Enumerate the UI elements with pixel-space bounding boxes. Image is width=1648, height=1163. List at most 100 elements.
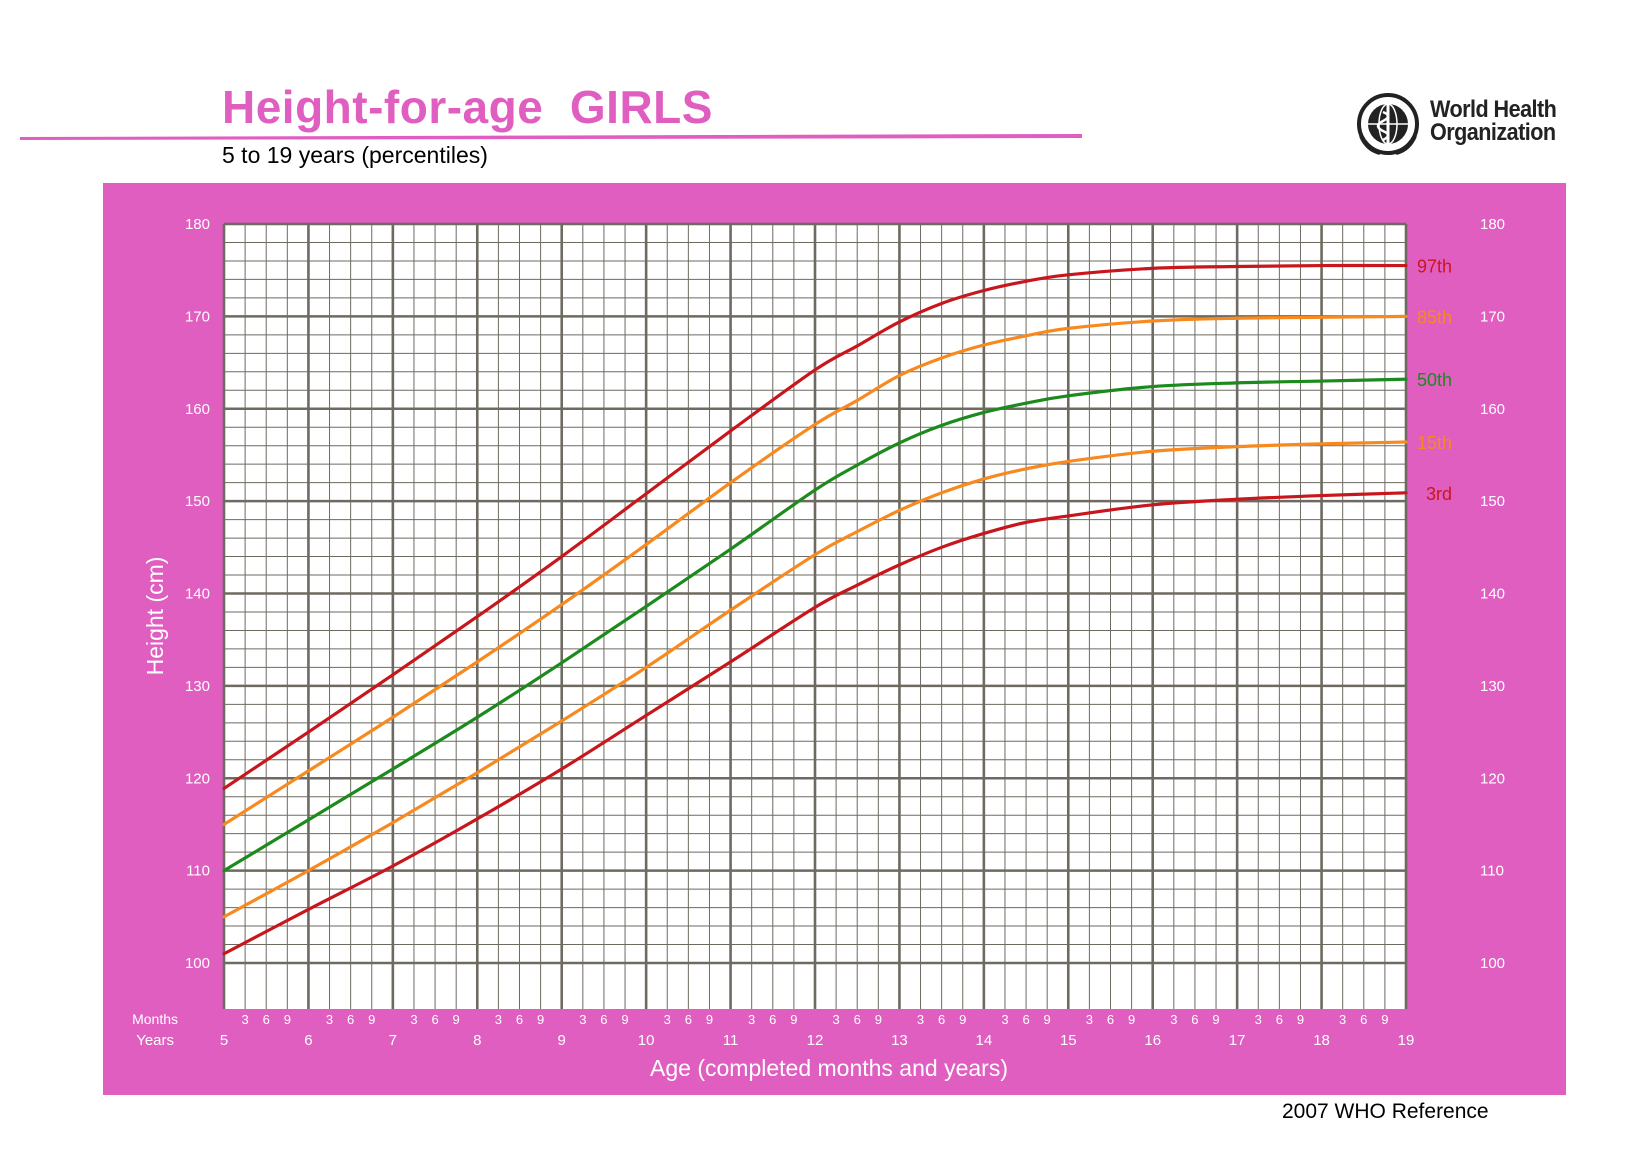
y-tick-label-right: 170 <box>1480 308 1505 325</box>
y-tick-label-left: 150 <box>185 493 210 510</box>
series-line-97th <box>222 263 1408 791</box>
x-tick-label: 19 <box>1398 1032 1415 1049</box>
series-line-85th <box>222 314 1408 827</box>
series-label: 85th <box>1417 307 1452 327</box>
series-label: 50th <box>1417 370 1452 390</box>
month-tick-label: 9 <box>1128 1012 1135 1027</box>
month-tick-label: 9 <box>368 1012 375 1027</box>
who-emblem-icon <box>1357 93 1419 155</box>
month-tick-label: 6 <box>1360 1012 1367 1027</box>
month-tick-label: 6 <box>1107 1012 1114 1027</box>
y-tick-label-right: 120 <box>1480 770 1505 787</box>
series-label: 3rd <box>1426 484 1452 504</box>
x-tick-label: 18 <box>1313 1032 1330 1049</box>
month-tick-label: 3 <box>1086 1012 1093 1027</box>
y-tick-label-left: 160 <box>185 401 210 418</box>
month-tick-label: 6 <box>516 1012 523 1027</box>
y-tick-label-left: 170 <box>185 308 210 325</box>
series-line-50th <box>222 377 1408 873</box>
organization-name: World Health Organization <box>1430 96 1557 146</box>
month-tick-label: 6 <box>685 1012 692 1027</box>
month-tick-label: 3 <box>579 1012 586 1027</box>
org-name-line1: World Health <box>1430 96 1557 123</box>
x-tick-label: 12 <box>807 1032 824 1049</box>
series-label: 15th <box>1417 433 1452 453</box>
month-tick-label: 3 <box>241 1012 248 1027</box>
month-tick-label: 3 <box>326 1012 333 1027</box>
month-tick-label: 9 <box>875 1012 882 1027</box>
month-tick-label: 9 <box>621 1012 628 1027</box>
y-tick-label-right: 140 <box>1480 586 1505 603</box>
x-tick-label: 17 <box>1229 1032 1246 1049</box>
y-tick-label-left: 180 <box>185 216 210 233</box>
x-tick-label: 16 <box>1144 1032 1161 1049</box>
series-line-3rd <box>222 491 1408 956</box>
x-tick-label: 15 <box>1060 1032 1077 1049</box>
page-title: Height-for-age GIRLS <box>222 81 713 133</box>
month-tick-label: 9 <box>537 1012 544 1027</box>
series-label: 97th <box>1417 257 1452 277</box>
x-tick-label: 10 <box>638 1032 655 1049</box>
month-tick-label: 3 <box>1001 1012 1008 1027</box>
month-tick-label: 3 <box>495 1012 502 1027</box>
month-tick-label: 3 <box>1255 1012 1262 1027</box>
y-tick-label-right: 130 <box>1480 678 1505 695</box>
month-tick-label: 6 <box>431 1012 438 1027</box>
axis-labels: 100 100 110 110 120 120 130 130 140 140 150 150 160 1… <box>132 216 1505 1049</box>
month-tick-label: 3 <box>410 1012 417 1027</box>
month-tick-label: 9 <box>790 1012 797 1027</box>
month-tick-label: 9 <box>453 1012 460 1027</box>
page-subtitle: 5 to 19 years (percentiles) <box>222 142 488 168</box>
month-tick-label: 9 <box>706 1012 713 1027</box>
x-axis-title: Age (completed months and years) <box>650 1055 1008 1081</box>
month-tick-label: 9 <box>1381 1012 1388 1027</box>
x-tick-label: 11 <box>723 1032 739 1049</box>
months-row-label: Months <box>132 1011 178 1027</box>
month-tick-label: 6 <box>854 1012 861 1027</box>
y-tick-label-left: 110 <box>186 863 210 880</box>
y-tick-label-right: 110 <box>1480 863 1504 880</box>
y-tick-label-left: 130 <box>185 678 210 695</box>
y-tick-label-right: 180 <box>1480 216 1505 233</box>
month-tick-label: 3 <box>917 1012 924 1027</box>
month-tick-label: 6 <box>1276 1012 1283 1027</box>
month-tick-label: 6 <box>938 1012 945 1027</box>
x-tick-label: 7 <box>389 1032 397 1049</box>
month-tick-label: 9 <box>1044 1012 1051 1027</box>
month-tick-label: 3 <box>664 1012 671 1027</box>
org-name-line2: Organization <box>1430 119 1556 146</box>
month-tick-label: 3 <box>832 1012 839 1027</box>
month-tick-label: 6 <box>769 1012 776 1027</box>
month-tick-label: 3 <box>1339 1012 1346 1027</box>
month-tick-label: 9 <box>1297 1012 1304 1027</box>
month-tick-label: 3 <box>748 1012 755 1027</box>
y-tick-label-right: 160 <box>1480 401 1505 418</box>
y-tick-label-left: 140 <box>185 586 210 603</box>
years-row-label: Years <box>136 1032 174 1049</box>
x-tick-label: 13 <box>891 1032 908 1049</box>
y-tick-label-right: 150 <box>1480 493 1505 510</box>
x-tick-label: 5 <box>220 1032 228 1049</box>
y-tick-label-right: 100 <box>1480 955 1505 972</box>
month-tick-label: 6 <box>600 1012 607 1027</box>
x-tick-label: 6 <box>304 1032 312 1049</box>
reference-note: 2007 WHO Reference <box>1282 1100 1489 1123</box>
y-tick-label-left: 100 <box>185 955 210 972</box>
month-tick-label: 9 <box>284 1012 291 1027</box>
month-tick-label: 9 <box>1212 1012 1219 1027</box>
y-axis-title: Height (cm) <box>142 557 168 676</box>
month-tick-label: 6 <box>347 1012 354 1027</box>
percentile-curves: 97th 85th 50th 15th 3rd <box>222 257 1452 956</box>
title-underline <box>20 134 1082 140</box>
month-tick-label: 6 <box>1191 1012 1198 1027</box>
month-tick-label: 6 <box>263 1012 270 1027</box>
series-line-15th <box>222 440 1408 919</box>
y-tick-label-left: 120 <box>185 770 210 787</box>
month-tick-label: 6 <box>1022 1012 1029 1027</box>
x-tick-label: 9 <box>558 1032 566 1049</box>
x-tick-label: 14 <box>976 1032 993 1049</box>
month-tick-label: 9 <box>959 1012 966 1027</box>
month-tick-label: 3 <box>1170 1012 1177 1027</box>
x-tick-label: 8 <box>473 1032 481 1049</box>
